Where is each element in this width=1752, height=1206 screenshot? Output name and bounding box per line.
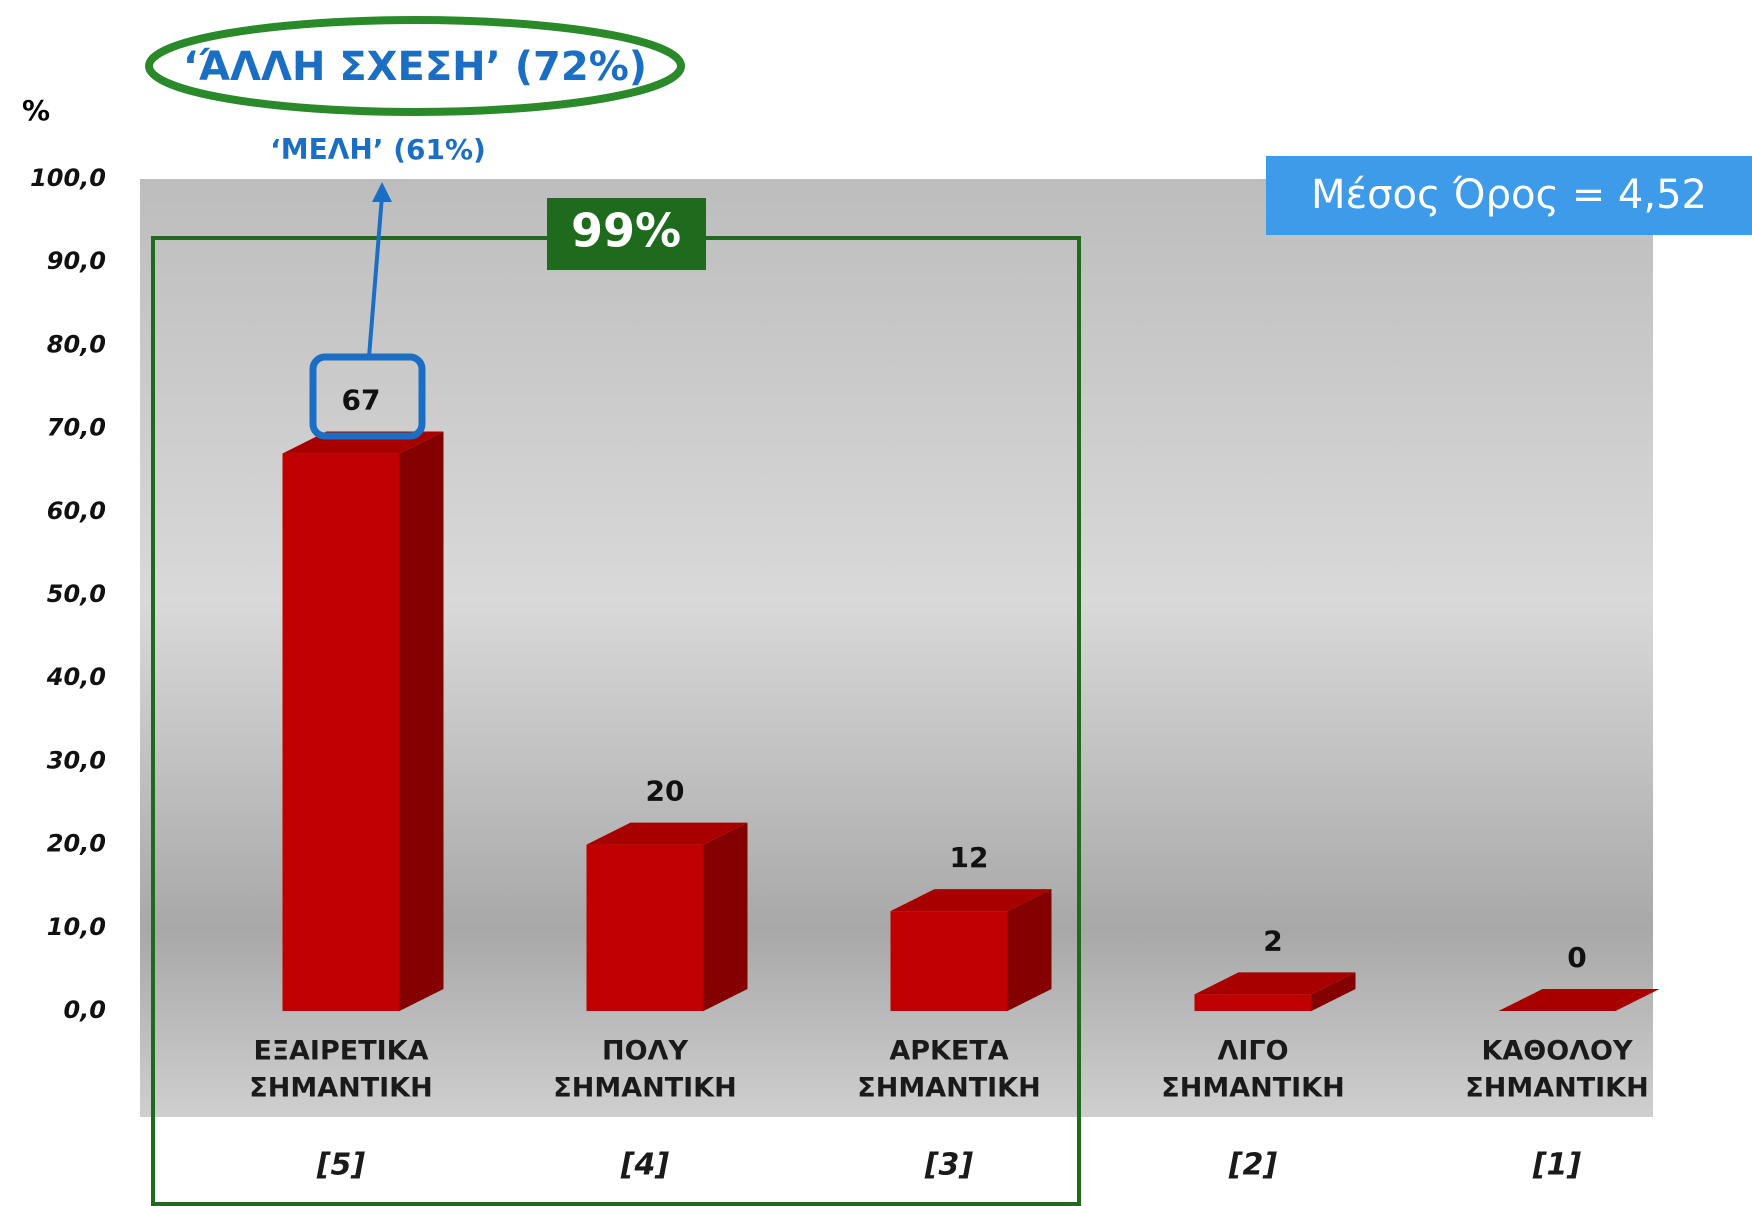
bar-top [1498,989,1660,1011]
top-three-badge [547,198,706,270]
y-tick-label: 70,0 [47,414,106,442]
bar [1498,989,1660,1011]
code-label: [4] [620,1148,670,1183]
x-tick-label: ΚΑΘΟΛΟΥ [1481,1036,1633,1067]
bar [1194,972,1356,1011]
bar [282,431,444,1011]
x-tick-label: ΑΡΚΕΤΑ [889,1036,1008,1067]
code-label: [3] [924,1148,974,1183]
value-label: 12 [950,841,989,874]
bar [586,822,748,1011]
arrow-head [372,182,392,202]
value-label: 0 [1567,941,1586,974]
x-tick-label: ΕΞΑΙΡΕΤΙΚΑ [254,1036,429,1067]
bar-front [890,911,1008,1011]
y-tick-label: 100,0 [30,164,106,192]
bar-side [399,431,444,1011]
bar-top [586,822,748,845]
value-label: 67 [342,384,381,417]
y-tick-label: 20,0 [47,830,106,858]
x-tick-label: ΣΗΜΑΝΤΙΚΗ [249,1073,432,1104]
y-tick-label: 40,0 [46,663,106,691]
code-label: [5] [316,1148,366,1183]
bar-front [586,844,704,1011]
y-tick-label: 0,0 [63,996,106,1024]
bar-front [1194,994,1312,1011]
bar-front [282,453,400,1011]
y-tick-label: 30,0 [47,746,106,774]
x-tick-label: ΣΗΜΑΝΤΙΚΗ [1161,1073,1344,1104]
value-label: 2 [1263,924,1282,957]
y-tick-label: 60,0 [47,497,106,525]
x-tick-label: ΣΗΜΑΝΤΙΚΗ [1465,1073,1648,1104]
bar-side [703,822,748,1011]
y-axis-label: % [22,94,50,127]
y-tick-label: 10,0 [47,913,106,941]
code-label: [2] [1228,1148,1278,1183]
highlight-box [309,353,426,440]
y-tick-label: 80,0 [47,330,106,358]
x-tick-label: ΣΗΜΑΝΤΙΚΗ [553,1073,736,1104]
members-text: ‘ΜΕΛΗ’ (61%) [270,133,486,166]
bar-top [1194,972,1356,995]
arrow-line [367,195,384,358]
other-relation-text: ‘ΆΛΛΗ ΣΧΕΣΗ’ (72%) [183,44,647,90]
y-tick-label: 50,0 [47,580,106,608]
code-label: [1] [1532,1148,1582,1183]
value-label: 20 [646,775,685,808]
x-tick-label: ΠΟΛΥ [602,1036,688,1067]
bar-side [1311,972,1356,1011]
mean-box [1266,156,1752,235]
mean-text: Μέσος Όρος = 4,52 [1311,172,1707,218]
top-three-text: 99% [571,204,681,258]
x-tick-label: ΣΗΜΑΝΤΙΚΗ [857,1073,1040,1104]
other-relation-ellipse [145,16,685,116]
bar [890,889,1052,1011]
bar-side [1007,889,1052,1011]
y-tick-label: 90,0 [47,247,106,275]
bar-top [890,889,1052,912]
x-tick-label: ΛΙΓΟ [1217,1036,1288,1067]
